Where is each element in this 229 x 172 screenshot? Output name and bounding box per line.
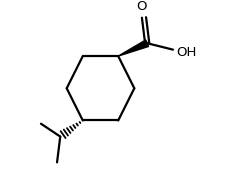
Text: O: O — [136, 0, 146, 13]
Text: OH: OH — [175, 46, 196, 58]
Polygon shape — [118, 40, 148, 56]
